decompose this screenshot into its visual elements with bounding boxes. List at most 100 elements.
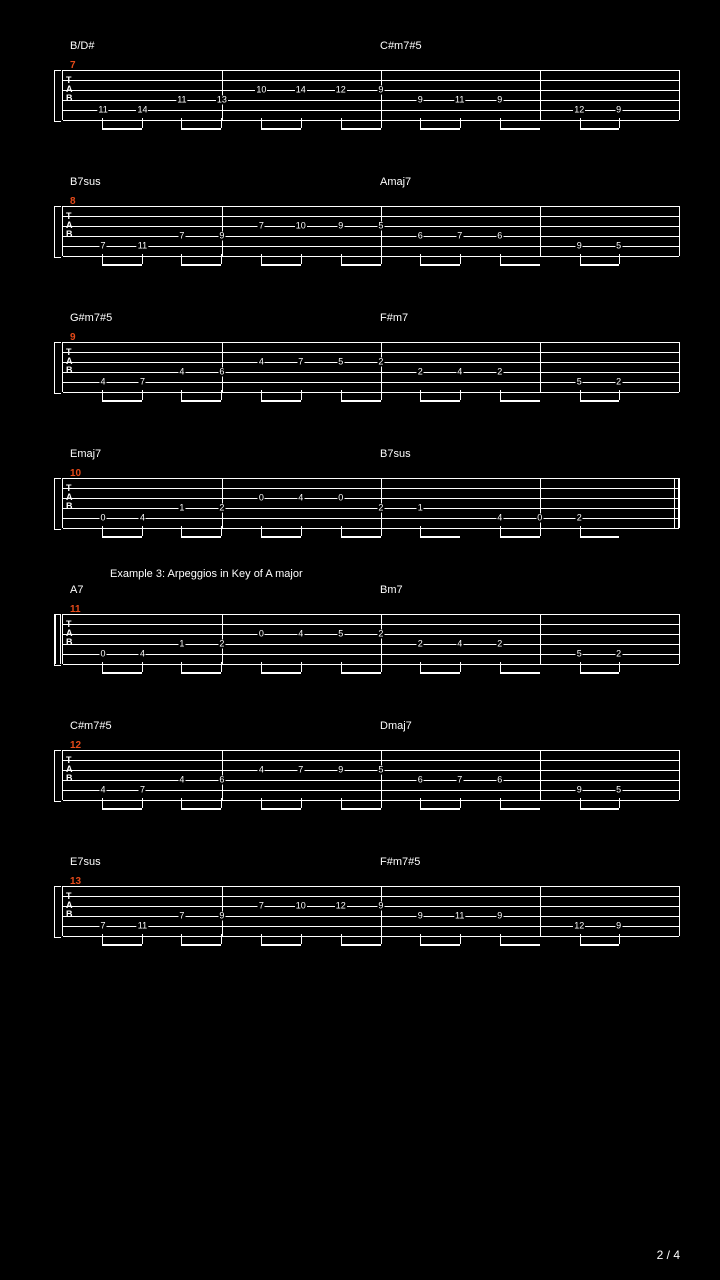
chord-symbol: F#m7#5 [380,856,420,868]
stem [341,118,342,128]
beam [500,128,540,130]
beam-row [62,530,680,550]
beam [580,128,620,130]
fret-number: 9 [218,912,225,921]
beam [420,944,460,946]
fret-number: 11 [97,106,108,115]
chord-row: Emaj7B7sus [40,448,680,462]
tab-clef: TAB [66,620,73,647]
stem [181,526,182,536]
beam [341,672,381,674]
beam [341,400,381,402]
beam [102,128,142,130]
stem [221,934,222,944]
fret-number: 12 [335,902,347,911]
staff-line [63,246,679,247]
beam [500,400,540,402]
stem [142,390,143,400]
fret-number: 9 [615,106,622,115]
staff-wrap: 11TAB0412045224252 [40,602,680,672]
fret-number: 4 [456,640,463,649]
fret-number: 7 [139,786,146,795]
staff-line [63,518,679,519]
fret-number: 14 [295,86,307,95]
beam-row [62,938,680,958]
fret-number: 7 [178,232,185,241]
chord-symbol: G#m7#5 [70,312,112,324]
fret-number: 1 [417,504,424,513]
beam-row [62,258,680,278]
fret-number: 5 [576,650,583,659]
beam [181,264,221,266]
fret-number: 4 [258,358,265,367]
fret-number: 0 [258,494,265,503]
chord-symbol: Amaj7 [380,176,411,188]
double-barline [674,478,679,528]
stem [420,934,421,944]
tab-page: B/D#C#m7#57TAB1114111310141299119129B7su… [0,0,720,1280]
stem [420,118,421,128]
stem [619,254,620,264]
stem [460,934,461,944]
fret-number: 4 [258,766,265,775]
tab-clef: TAB [66,348,73,375]
staff-bracket [54,478,61,530]
fret-number: 4 [297,630,304,639]
barline [381,750,382,800]
beam [102,264,142,266]
staff-line [63,624,679,625]
stem [181,934,182,944]
stem [221,798,222,808]
fret-number: 4 [496,514,503,523]
beam [500,672,540,674]
stem [500,526,501,536]
beam [261,944,301,946]
beam [500,944,540,946]
stem [301,390,302,400]
beam [420,536,460,538]
fret-number: 9 [377,86,384,95]
stem [420,526,421,536]
staff-line [63,790,679,791]
fret-number: 0 [258,630,265,639]
fret-number: 6 [218,368,225,377]
fret-number: 2 [496,640,503,649]
fret-number: 9 [337,222,344,231]
fret-number: 7 [258,222,265,231]
stem [619,390,620,400]
tab-clef: TAB [66,892,73,919]
stem [221,254,222,264]
staff-wrap: 13TAB711797101299119129 [40,874,680,944]
fret-number: 7 [100,242,107,251]
stem [580,390,581,400]
barline [540,750,541,800]
chord-symbol: Dmaj7 [380,720,412,732]
staff-bracket [54,886,61,938]
beam [341,808,381,810]
barline [540,70,541,120]
stem [261,390,262,400]
staff-line [63,488,679,489]
stem [580,118,581,128]
fret-number: 2 [218,640,225,649]
stem [301,662,302,672]
staff-bracket [54,70,61,122]
stem [142,526,143,536]
tab-staff: TAB1114111310141299119129 [62,70,680,120]
staff-line [63,372,679,373]
chord-symbol: A7 [70,584,83,596]
fret-number: 5 [337,358,344,367]
fret-number: 7 [456,776,463,785]
staff-wrap: 7TAB1114111310141299119129 [40,58,680,128]
fret-number: 2 [218,504,225,513]
beam [181,536,221,538]
staff-bracket [54,206,61,258]
staff-line [63,780,679,781]
chord-row: G#m7#5F#m7 [40,312,680,326]
fret-number: 7 [456,232,463,241]
staff-line [63,70,679,71]
stem [619,662,620,672]
fret-number: 9 [576,786,583,795]
fret-number: 9 [417,912,424,921]
stem [341,254,342,264]
